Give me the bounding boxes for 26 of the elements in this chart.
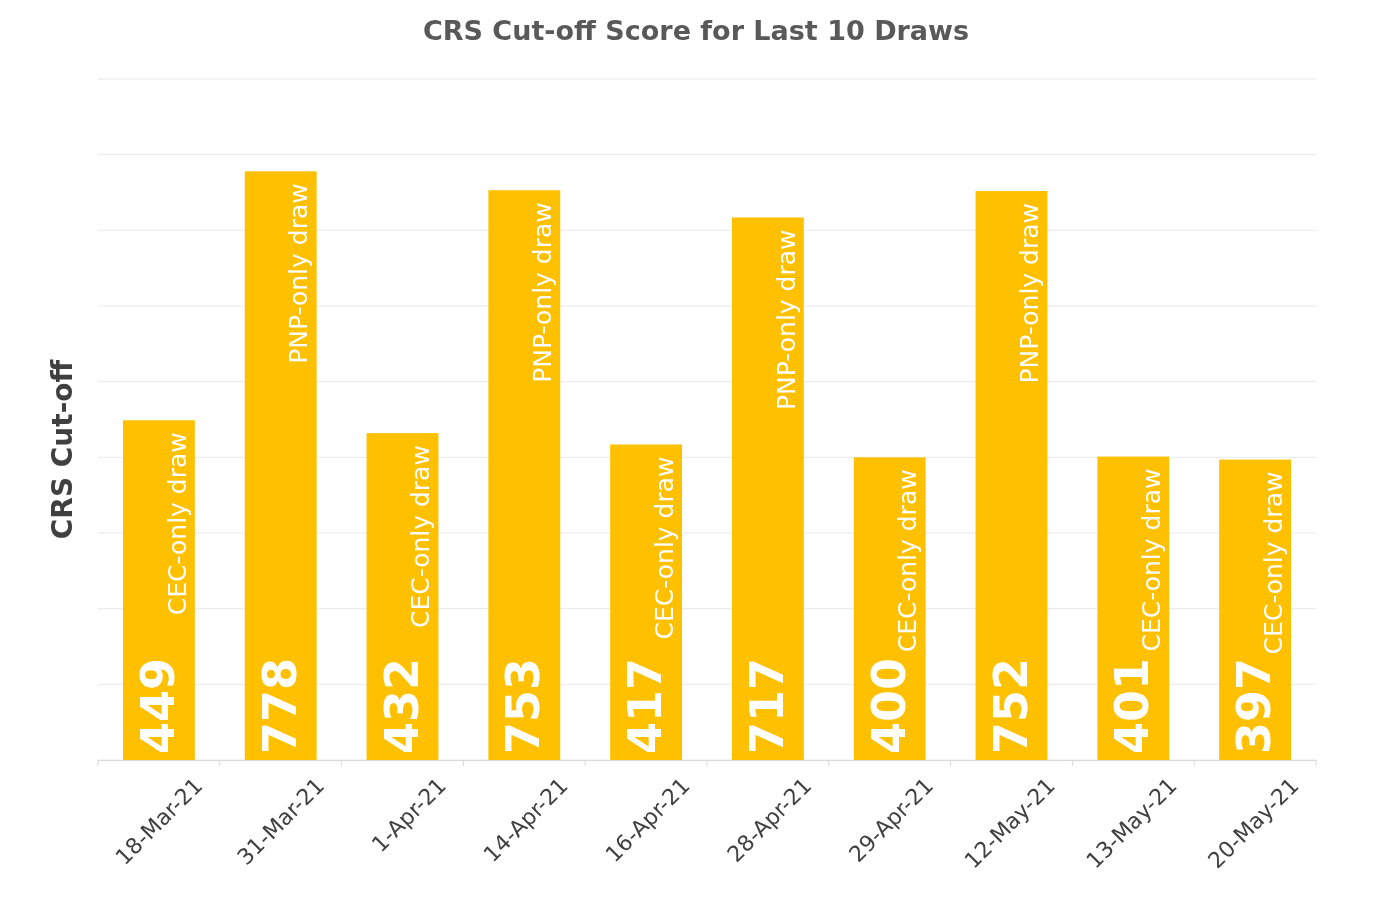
data-label: 397 [1227, 657, 1282, 754]
data-label: 778 [252, 657, 307, 754]
annotation: CEC-only draw [1258, 471, 1288, 655]
annotation: CEC-only draw [893, 469, 923, 653]
annotation: PNP-only draw [771, 229, 801, 410]
data-label: 753 [496, 657, 551, 754]
data-label: 400 [861, 657, 916, 754]
data-label: 401 [1105, 657, 1160, 754]
bar [975, 190, 1048, 760]
bar [488, 190, 561, 760]
data-label: 752 [983, 657, 1038, 754]
annotation: PNP-only draw [284, 183, 314, 364]
annotation: CEC-only draw [162, 432, 192, 616]
data-label: 417 [618, 657, 673, 754]
bar [244, 171, 317, 760]
annotation: CEC-only draw [649, 456, 679, 640]
annotation: CEC-only draw [1137, 468, 1167, 652]
bar [731, 217, 804, 760]
annotation: PNP-only draw [1015, 202, 1045, 384]
annotation: PNP-only draw [528, 202, 558, 383]
data-label: 432 [374, 657, 429, 754]
chart-title: CRS Cut-off Score for Last 10 Draws [422, 15, 970, 46]
annotation: CEC-only draw [406, 445, 436, 629]
data-label: 717 [740, 657, 794, 754]
y-axis-title: CRS Cut-off [46, 359, 79, 540]
data-label: 449 [131, 657, 185, 754]
